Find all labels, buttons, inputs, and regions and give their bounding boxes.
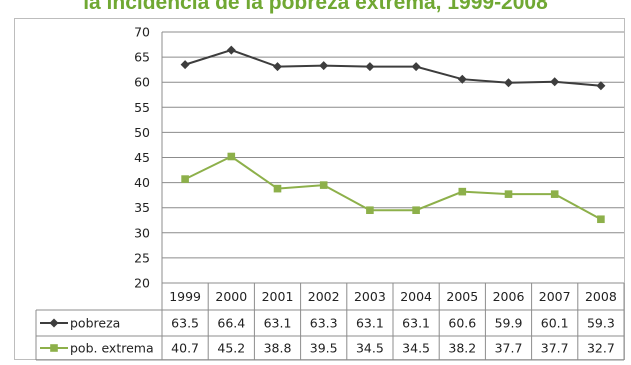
data-point [504,190,513,198]
x-tick-label: 2001 [262,289,294,304]
y-tick-label: 65 [134,50,150,65]
data-point [458,187,467,196]
x-tick-label: 2004 [400,289,432,304]
x-tick-label: 2007 [539,289,571,304]
data-point [597,215,605,224]
data-point [227,152,236,161]
data-point [550,190,559,198]
table-value: 59.3 [587,316,615,331]
table-value: 63.1 [356,316,384,331]
table-value: 63.3 [310,316,338,331]
y-tick-label: 60 [134,75,150,90]
table-value: 60.6 [448,316,476,331]
y-tick-label: 55 [134,100,150,115]
data-point [504,78,513,88]
x-tick-label: 2008 [585,289,617,304]
data-point [366,206,374,215]
data-point [319,61,329,71]
y-tick-label: 30 [134,225,150,240]
data-point [226,45,236,55]
table-value: 38.2 [448,341,476,356]
x-tick-label: 2002 [308,289,340,304]
y-tick-label: 70 [134,25,150,40]
y-tick-label: 45 [134,150,150,165]
data-point [273,62,282,72]
data-point [365,62,375,72]
legend-key-marker [50,344,58,352]
legend-key-marker [49,318,59,328]
table-value: 34.5 [356,341,384,356]
data-point [180,60,190,70]
table-value: 37.7 [541,341,569,356]
y-tick-label: 35 [134,200,150,215]
data-point [550,77,560,87]
table-value: 40.7 [171,341,199,356]
table-value: 39.5 [310,341,338,356]
y-tick-label: 20 [134,276,150,291]
data-point [273,184,282,193]
legend-label: pob. extrema [70,341,154,356]
data-point [411,62,421,72]
data-point [596,81,606,91]
chart-frame [14,18,625,360]
legend-label: pobreza [70,316,120,331]
data-point [412,206,420,215]
data-point [181,175,189,183]
y-tick-label: 25 [134,250,150,265]
y-tick-label: 50 [134,125,150,140]
x-tick-label: 1999 [169,289,201,304]
table-value: 63.1 [264,316,292,331]
chart-title: la incidencia de la pobreza extrema, 199… [83,0,548,14]
data-point [457,74,467,84]
table-value: 38.8 [264,341,292,356]
table-value: 34.5 [402,341,430,356]
table-value: 66.4 [217,316,245,331]
table-value: 32.7 [587,341,615,356]
x-tick-label: 2003 [354,289,386,304]
series-line-0 [184,49,601,87]
x-tick-label: 2000 [215,289,247,304]
table-value: 63.5 [171,316,199,331]
table-value: 63.1 [402,316,430,331]
x-tick-label: 2006 [493,289,525,304]
data-point [319,181,328,189]
table-value: 60.1 [541,316,569,331]
table-value: 37.7 [495,341,523,356]
series-line-1 [184,155,602,221]
x-tick-label: 2005 [446,289,478,304]
y-tick-label: 40 [134,175,150,190]
table-value: 59.9 [495,316,523,331]
table-value: 45.2 [217,341,245,356]
